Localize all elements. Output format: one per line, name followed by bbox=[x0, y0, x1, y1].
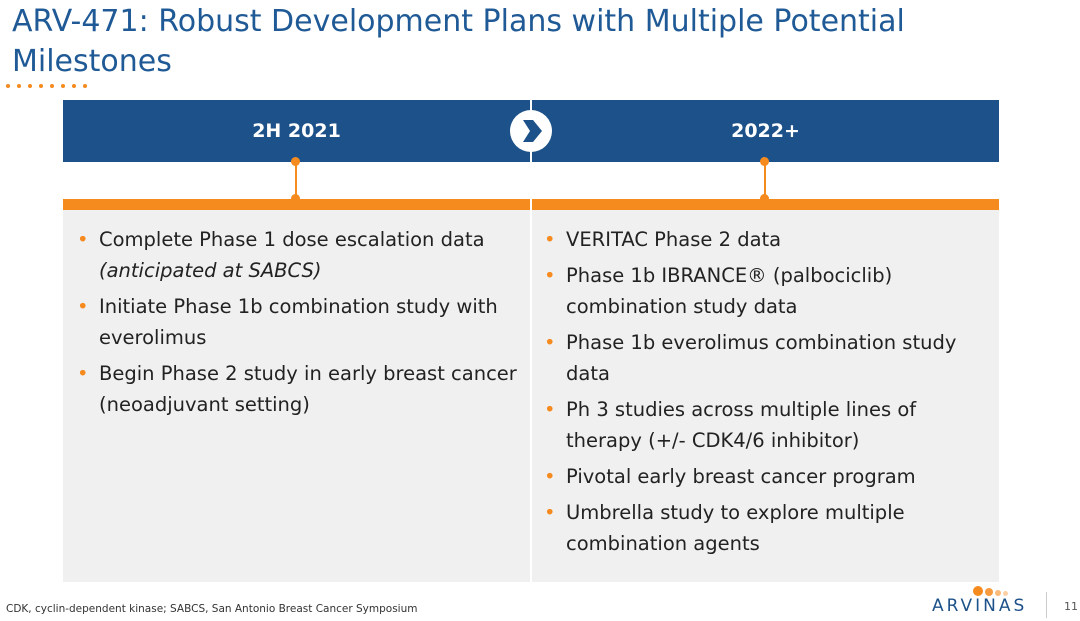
connector-dot bbox=[760, 157, 769, 166]
connector-dot bbox=[291, 194, 300, 203]
list-item: VERITAC Phase 2 data bbox=[534, 224, 984, 255]
connector-dot bbox=[760, 194, 769, 203]
list-item: Umbrella study to explore multiple combi… bbox=[534, 497, 984, 559]
title-dots-decoration bbox=[6, 84, 87, 88]
arvinas-logo: ARVINAS bbox=[932, 586, 1027, 616]
page-number: 11 bbox=[1064, 600, 1078, 613]
list-item: Begin Phase 2 study in early breast canc… bbox=[67, 358, 527, 420]
page-title: ARV-471: Robust Development Plans with M… bbox=[12, 4, 905, 79]
column-header-2h-2021: 2H 2021 bbox=[63, 100, 530, 162]
connector-line bbox=[764, 162, 766, 199]
list-item: Phase 1b everolimus combination study da… bbox=[534, 327, 984, 389]
milestone-list: VERITAC Phase 2 data Phase 1b IBRANCE® (… bbox=[534, 224, 984, 564]
connector-line bbox=[295, 162, 297, 199]
list-item: Initiate Phase 1b combination study with… bbox=[67, 291, 527, 353]
panel-2h-2021: Complete Phase 1 dose escalation data (a… bbox=[63, 210, 530, 582]
list-item: Phase 1b IBRANCE® (palbociclib) combinat… bbox=[534, 260, 984, 322]
orange-bar bbox=[63, 199, 530, 210]
milestone-list: Complete Phase 1 dose escalation data (a… bbox=[67, 224, 527, 425]
footnote: CDK, cyclin-dependent kinase; SABCS, San… bbox=[6, 603, 418, 615]
column-header-2022: 2022+ bbox=[532, 100, 999, 162]
list-item: Pivotal early breast cancer program bbox=[534, 461, 984, 492]
panel-2022: VERITAC Phase 2 data Phase 1b IBRANCE® (… bbox=[532, 210, 999, 582]
chevron-right-icon bbox=[510, 110, 552, 152]
divider bbox=[1046, 592, 1047, 618]
connector-dot bbox=[291, 157, 300, 166]
orange-bar bbox=[532, 199, 999, 210]
list-item: Complete Phase 1 dose escalation data (a… bbox=[67, 224, 527, 286]
list-item: Ph 3 studies across multiple lines of th… bbox=[534, 394, 984, 456]
logo-text: ARVINAS bbox=[932, 596, 1028, 616]
